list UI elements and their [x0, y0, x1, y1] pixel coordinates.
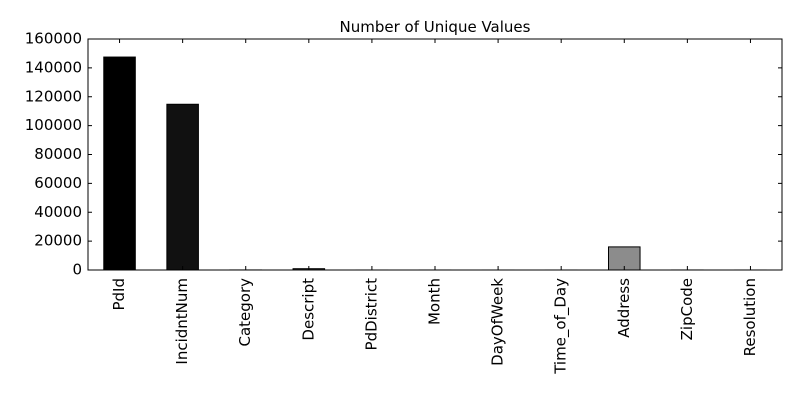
x-tick-label: PdDistrict	[362, 278, 380, 351]
y-tick-label: 0	[72, 261, 82, 279]
bar-pdid	[103, 56, 136, 271]
x-tick-label: ZipCode	[678, 278, 696, 340]
x-tick-label: DayOfWeek	[489, 278, 507, 366]
x-tick-label: PdId	[110, 278, 128, 311]
y-tick-label: 20000	[34, 232, 82, 250]
y-tick-label: 40000	[34, 203, 82, 221]
bars-group	[103, 56, 767, 271]
x-tick-label: Month	[426, 278, 444, 325]
bar-incidntnum	[166, 103, 199, 271]
x-tick-label: Resolution	[741, 278, 759, 356]
x-tick-label: Descript	[299, 278, 317, 341]
x-tick-label: Time_of_Day	[552, 278, 571, 375]
y-tick-label: 160000	[25, 30, 82, 48]
chart-title: Number of Unique Values	[340, 18, 531, 36]
x-tick-label: IncidntNum	[173, 278, 191, 365]
y-tick-label: 80000	[34, 145, 82, 163]
x-axis: PdId IncidntNum Category Descript PdDistrict…	[110, 39, 759, 375]
y-tick-label: 120000	[25, 87, 82, 105]
plot-frame	[87, 38, 783, 271]
x-tick-label: Address	[615, 278, 633, 338]
y-tick-label: 60000	[34, 174, 82, 192]
y-tick-label: 140000	[25, 58, 82, 76]
y-tick-label: 100000	[25, 116, 82, 134]
x-tick-label: Category	[236, 278, 254, 347]
y-axis: 0 20000 40000 60000 80000 100000 120000 140000 1…	[25, 30, 782, 279]
